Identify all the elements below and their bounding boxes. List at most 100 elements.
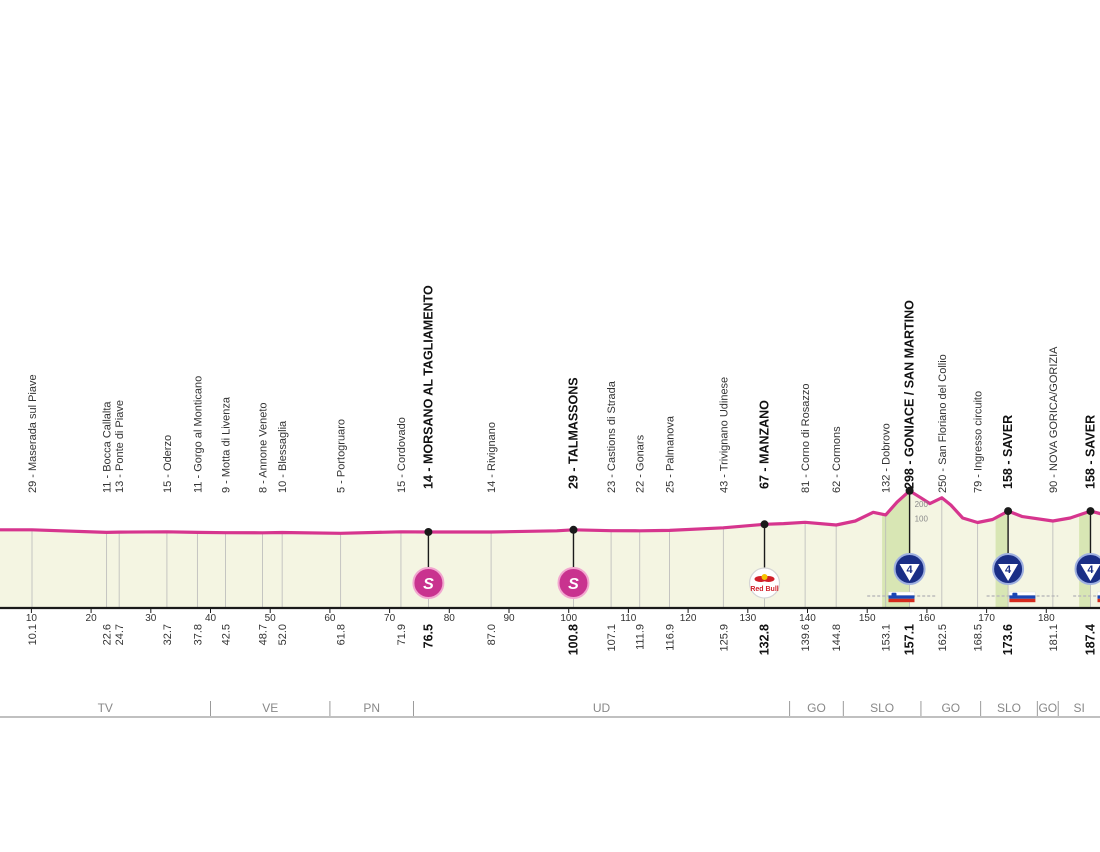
place-label: 25 - Palmanova <box>665 415 677 493</box>
altitude-tick-label: 100 <box>915 515 929 524</box>
climb-marker: 4 <box>893 486 926 585</box>
region-label: GO <box>941 701 960 715</box>
km-label: 24.7 <box>114 624 126 645</box>
slovenia-flag <box>1097 591 1100 603</box>
point-dot <box>905 486 914 495</box>
climb-marker: 4 <box>992 507 1025 585</box>
region-label: SI <box>1073 701 1084 715</box>
place-label: 29 - Maserada sul Piave <box>27 374 39 493</box>
climb-area <box>882 491 910 608</box>
slovenia-flag <box>1009 591 1036 603</box>
km-label: 22.6 <box>102 624 114 645</box>
slovenia-flags-layer <box>867 591 1100 603</box>
distance-axis: 10 20 30 40 50 60 70 80 90 100 110 120 130 140 150 160 1… <box>0 606 1100 624</box>
region-label: TV <box>98 701 113 715</box>
x-tick-label: 90 <box>503 613 515 624</box>
place-label: 14 - MORSANO AL TAGLIAMENTO <box>421 285 435 489</box>
point-dot <box>569 525 578 534</box>
x-tick-label: 30 <box>145 613 157 624</box>
km-label: 125.9 <box>718 624 730 652</box>
km-label: 132.8 <box>758 624 772 655</box>
km-label: 71.9 <box>396 624 408 645</box>
place-label: 22 - Gonars <box>635 434 647 493</box>
region-label: PN <box>363 701 380 715</box>
region-label: GO <box>1038 701 1057 715</box>
point-dot <box>424 527 433 536</box>
bonus-icon <box>748 567 781 599</box>
bonus-logo-text: Red Bull <box>750 586 778 593</box>
place-label: 29 - TALMASSONS <box>567 377 581 489</box>
km-label: 168.5 <box>973 624 985 652</box>
place-label: 15 - Oderzo <box>162 435 174 493</box>
region-label: VE <box>262 701 278 715</box>
km-label: 139.6 <box>800 624 812 652</box>
point-dot <box>760 520 769 529</box>
place-label: 81 - Corno di Rosazzo <box>800 384 812 493</box>
km-label: 181.1 <box>1048 624 1060 652</box>
place-label: 158 - SAVER <box>1084 415 1098 489</box>
place-label: 11 - Bocca Callalta <box>102 401 114 493</box>
regions-bar: TV VE PN UD GO SLO GO SLO GO SI <box>0 701 1100 718</box>
km-label: 153.1 <box>881 624 893 652</box>
point-dot <box>1004 507 1013 516</box>
climb-category: 4 <box>1087 564 1094 576</box>
sprint-icon-letter: S <box>568 576 579 593</box>
climb-marker: 4 <box>1074 507 1100 585</box>
x-tick-label: 40 <box>205 613 217 624</box>
km-label: 76.5 <box>421 624 435 648</box>
km-label: 111.9 <box>635 624 647 650</box>
place-label: 250 - San Floriano del Collio <box>937 354 949 493</box>
sprint-icon <box>557 567 590 599</box>
altitude-scale: 200 100 <box>915 500 929 524</box>
km-label: 32.7 <box>162 624 174 645</box>
km-label: 87.0 <box>486 624 498 645</box>
x-tick-label: 60 <box>324 613 336 624</box>
km-label: 10.1 <box>27 624 39 645</box>
profile-line-layer <box>0 489 1100 535</box>
km-label: 162.5 <box>937 624 949 652</box>
x-tick-label: 170 <box>978 613 995 624</box>
km-label: 42.5 <box>220 624 232 645</box>
profile-fill <box>0 490 1100 608</box>
x-tick-label: 120 <box>680 613 697 624</box>
place-label: 90 - NOVA GORICA/GORIZIA <box>1048 346 1060 493</box>
place-label: 10 - Blessaglia <box>277 420 289 493</box>
profile-line <box>0 489 1100 535</box>
point-dot <box>1086 507 1095 516</box>
km-label: 144.8 <box>831 624 843 652</box>
km-label: 173.6 <box>1001 624 1015 655</box>
place-label: 67 - MANZANO <box>758 400 772 489</box>
x-tick-label: 150 <box>859 613 876 624</box>
markers-layer: S S Red Bull 4 4 4 <box>412 486 1100 599</box>
km-label: 107.1 <box>606 624 618 652</box>
region-label: GO <box>807 701 826 715</box>
place-label: 43 - Trivignano Udinese <box>718 377 730 493</box>
x-tick-label: 20 <box>86 613 98 624</box>
x-tick-label: 10 <box>26 613 38 624</box>
profile-fill-layer <box>0 490 1100 608</box>
place-label: 13 - Ponte di Piave <box>114 400 126 493</box>
sprint-icon <box>412 567 445 599</box>
place-label: 11 - Gorgo al Monticano <box>192 376 204 493</box>
x-tick-label: 180 <box>1038 613 1055 624</box>
place-label: 14 - Rivignano <box>486 422 498 493</box>
x-tick-label: 80 <box>444 613 456 624</box>
km-label: 37.8 <box>192 624 204 645</box>
place-label: 62 - Cormons <box>831 426 843 493</box>
place-label: 15 - Cordovado <box>396 417 408 493</box>
place-label: 298 - GONIACE / SAN MARTINO <box>903 300 917 489</box>
place-label: 79 - Ingresso circuito <box>973 391 985 493</box>
x-tick-label: 70 <box>384 613 396 624</box>
place-labels-layer: 29 - Maserada sul Piave 11 - Bocca Callal… <box>27 285 1098 493</box>
km-label: 52.0 <box>277 624 289 645</box>
place-label: 132 - Dobrovo <box>881 423 893 493</box>
x-tick-label: 140 <box>799 613 816 624</box>
km-label: 48.7 <box>257 624 269 645</box>
km-label: 157.1 <box>903 624 917 655</box>
x-tick-label: 50 <box>265 613 277 624</box>
km-label: 100.8 <box>567 624 581 655</box>
km-labels-layer: 10.1 22.6 24.7 32.7 37.8 42.5 48.7 52.0 61.8 71.9… <box>27 624 1098 655</box>
place-label: 23 - Castions di Strada <box>606 380 618 493</box>
x-tick-label: 100 <box>560 613 577 624</box>
